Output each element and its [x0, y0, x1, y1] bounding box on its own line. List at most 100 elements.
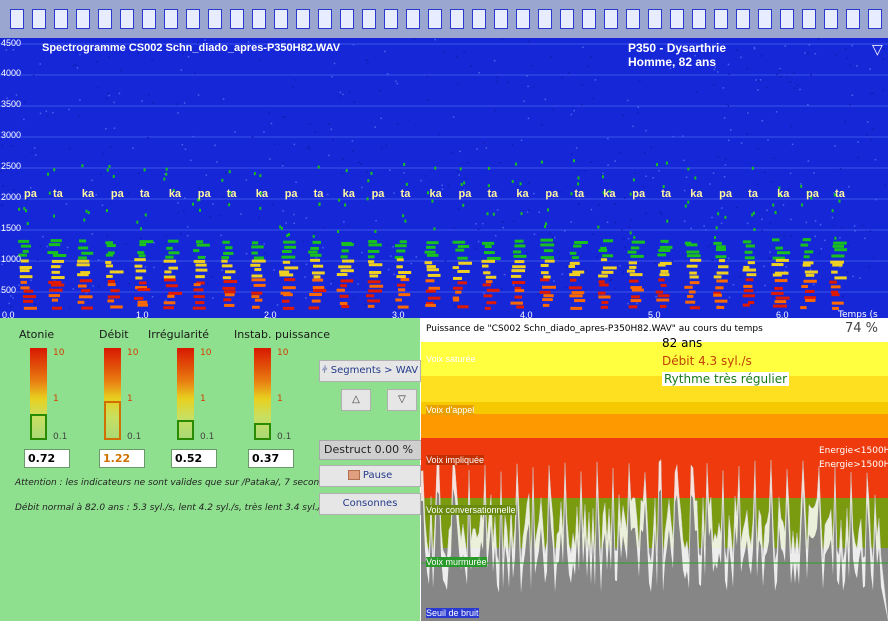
spectral-burst [344, 203, 347, 207]
thumbnail[interactable] [582, 9, 596, 29]
segments-wav-button[interactable]: ⫩ Segments > WAV [319, 360, 421, 382]
thumbnail[interactable] [604, 9, 618, 29]
noise-dot [251, 136, 254, 138]
level-marker [104, 401, 121, 440]
thumbnail[interactable] [670, 9, 684, 29]
thumbnail[interactable] [32, 9, 46, 29]
pause-button[interactable]: Pause [319, 465, 421, 487]
thumbnail[interactable] [516, 9, 530, 29]
spectral-burst [804, 270, 818, 274]
noise-dot [856, 65, 858, 67]
spectral-burst [19, 266, 32, 270]
thumbnail[interactable] [846, 9, 860, 29]
thumbnail[interactable] [208, 9, 222, 29]
spectral-burst [79, 279, 93, 283]
spectral-burst [254, 268, 262, 272]
spectral-burst [20, 280, 27, 284]
syllable-label: ta [52, 188, 63, 200]
noise-dot [645, 175, 647, 177]
thumbnail[interactable] [428, 9, 442, 29]
thumbnail[interactable] [802, 9, 816, 29]
noise-dot [799, 88, 801, 91]
thumbnail[interactable] [406, 9, 420, 29]
thumbnail[interactable] [824, 9, 838, 29]
thumbnail-strip[interactable] [0, 0, 888, 38]
thumbnail[interactable] [164, 9, 178, 29]
thumbnail[interactable] [450, 9, 464, 29]
thumbnail[interactable] [120, 9, 134, 29]
spectral-burst [426, 245, 436, 249]
thumbnail[interactable] [296, 9, 310, 29]
noise-dot [568, 71, 570, 74]
thumbnail[interactable] [230, 9, 244, 29]
thumbnail[interactable] [714, 9, 728, 29]
spectral-burst [834, 248, 848, 252]
spectral-burst [452, 266, 459, 270]
thumbnail[interactable] [868, 9, 882, 29]
spectral-burst [107, 279, 115, 283]
spectral-burst [398, 293, 411, 297]
spectral-burst [458, 261, 473, 265]
noise-dot [695, 91, 698, 93]
noise-dot [313, 232, 315, 235]
noise-dot [357, 283, 359, 285]
thumbnail[interactable] [252, 9, 266, 29]
spectral-burst [514, 289, 525, 293]
thumbnail[interactable] [186, 9, 200, 29]
thumbnail[interactable] [648, 9, 662, 29]
thumbnail[interactable] [384, 9, 398, 29]
thumbnail[interactable] [736, 9, 750, 29]
thumbnail[interactable] [538, 9, 552, 29]
noise-dot [785, 266, 787, 268]
thumbnail[interactable] [54, 9, 68, 29]
thumbnail[interactable] [76, 9, 90, 29]
up-button[interactable]: △ [341, 389, 371, 411]
band-label-bruit: Seuil de bruit [426, 608, 479, 618]
spectral-burst [396, 258, 404, 262]
thumbnail[interactable] [362, 9, 376, 29]
thumbnail[interactable] [560, 9, 574, 29]
noise-dot [163, 264, 166, 266]
thumbnail[interactable] [494, 9, 508, 29]
spectral-burst [514, 239, 524, 243]
thumbnail[interactable] [340, 9, 354, 29]
consonnes-button[interactable]: Consonnes [319, 493, 421, 515]
noise-dot [609, 279, 611, 282]
spectral-burst [630, 286, 642, 290]
spectral-burst [137, 288, 151, 292]
thumbnail[interactable] [780, 9, 794, 29]
noise-dot [453, 227, 456, 229]
thumbnail[interactable] [626, 9, 640, 29]
spectral-burst [463, 181, 466, 185]
noise-dot [194, 292, 196, 295]
noise-dot [113, 127, 116, 129]
spectral-burst [425, 279, 435, 283]
power-wave-low [421, 488, 888, 621]
thumbnail[interactable] [758, 9, 772, 29]
noise-dot [685, 176, 688, 179]
noise-dot [882, 89, 884, 92]
syllable-label: ta [313, 188, 324, 200]
nabla-icon[interactable]: ▽ [872, 42, 883, 58]
noise-dot [33, 147, 36, 149]
thumbnail[interactable] [472, 9, 486, 29]
noise-dot [72, 288, 75, 290]
noise-dot [151, 295, 154, 298]
noise-dot [46, 115, 49, 117]
down-button[interactable]: ▽ [387, 389, 417, 411]
thumbnail[interactable] [10, 9, 24, 29]
spectral-burst [630, 254, 644, 258]
spectral-burst [744, 250, 753, 254]
noise-dot [452, 116, 455, 118]
spectrogram-view[interactable]: Spectrogramme CS002 Schn_diado_apres-P35… [0, 38, 888, 318]
thumbnail[interactable] [318, 9, 332, 29]
noise-dot [456, 170, 459, 172]
thumbnail[interactable] [692, 9, 706, 29]
noise-dot [308, 145, 310, 148]
thumbnail[interactable] [98, 9, 112, 29]
spectral-burst [487, 184, 490, 188]
thumbnail[interactable] [274, 9, 288, 29]
noise-dot [720, 207, 723, 209]
noise-dot [552, 109, 555, 111]
thumbnail[interactable] [142, 9, 156, 29]
